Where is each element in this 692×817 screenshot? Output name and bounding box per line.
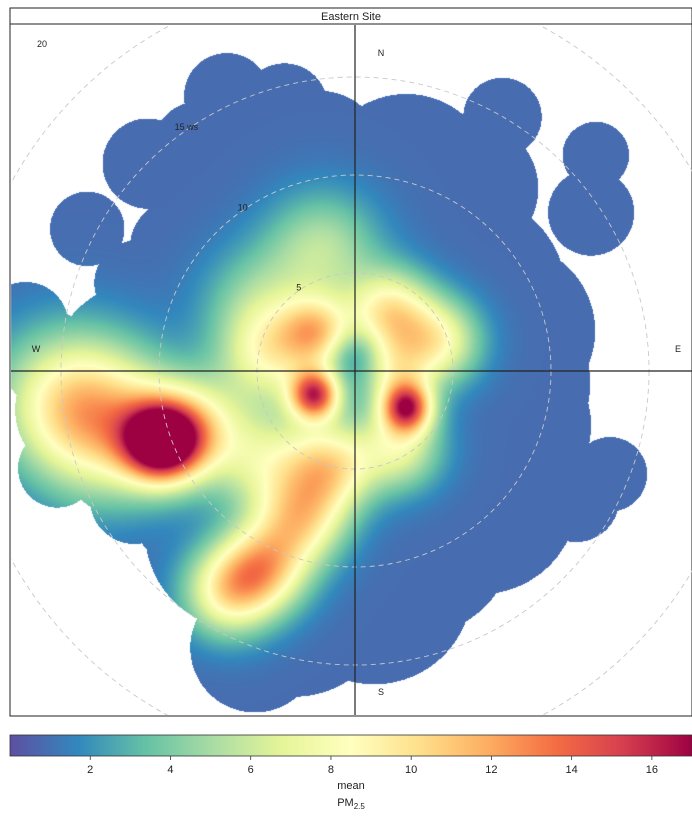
pollutant-subscript: 2.5 bbox=[354, 802, 366, 811]
ring-label-5: 5 bbox=[296, 283, 301, 293]
colorbar-tick-label-12: 12 bbox=[485, 764, 497, 776]
colorbar-label: mean bbox=[337, 780, 365, 792]
colorbar-pollutant: PM2.5 bbox=[337, 797, 365, 811]
ring-labels: 5 10 15 ws 20 bbox=[37, 39, 301, 293]
colorbar-tick-label-14: 14 bbox=[566, 764, 578, 776]
ring-label-15: 15 ws bbox=[175, 122, 199, 132]
ring-label-20: 20 bbox=[37, 39, 47, 49]
colorbar-tick-label-6: 6 bbox=[248, 764, 254, 776]
colorbar-ticks: 2 4 6 8 10 12 14 16 bbox=[87, 756, 658, 776]
colorbar-tick-label-2: 2 bbox=[87, 764, 93, 776]
north-label: N bbox=[378, 48, 385, 58]
colorbar bbox=[9, 734, 692, 757]
compass-axes bbox=[11, 25, 692, 715]
west-label: W bbox=[32, 344, 41, 354]
panel-title: Eastern Site bbox=[321, 11, 381, 23]
colorbar-tick-label-4: 4 bbox=[167, 764, 173, 776]
colorbar-tick-label-10: 10 bbox=[405, 764, 417, 776]
ring-label-10: 10 bbox=[238, 202, 248, 212]
south-label: S bbox=[378, 687, 384, 697]
panel-border bbox=[9, 23, 692, 717]
colorbar-tick-label-8: 8 bbox=[328, 764, 334, 776]
east-label: E bbox=[675, 344, 681, 354]
colorbar-tick-label-16: 16 bbox=[646, 764, 658, 776]
pollutant-name: PM bbox=[337, 797, 354, 809]
